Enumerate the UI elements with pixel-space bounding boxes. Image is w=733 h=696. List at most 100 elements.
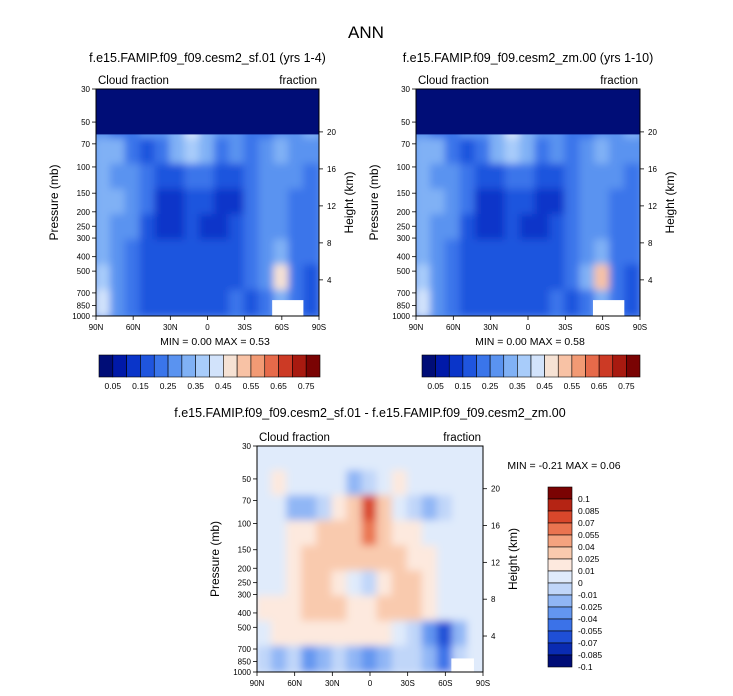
heatmap-cell: [594, 163, 612, 191]
y-tick-label: 200: [238, 564, 252, 573]
heatmap-cell: [273, 163, 291, 191]
heatmap-cell: [466, 545, 483, 573]
heatmap-cell: [474, 163, 492, 191]
colorbar-swatch: [305, 354, 321, 378]
colorbar-swatch: [544, 354, 559, 378]
heatmap-cell: [466, 595, 483, 623]
heatmap-cell: [436, 520, 454, 548]
heatmap-cell: [346, 446, 364, 473]
heatmap-cell: [199, 289, 216, 316]
heatmap-cell: [301, 545, 319, 573]
heatmap-cell: [474, 289, 492, 316]
y-right-axis-title: Height (km): [663, 171, 677, 233]
y-tick-label: 250: [77, 222, 91, 231]
y-tick-label: 850: [397, 301, 411, 310]
y-tick-label: 300: [397, 234, 411, 243]
heatmap-cell: [346, 495, 364, 523]
heatmap-cell: [199, 264, 216, 292]
heatmap-cell: [579, 138, 597, 166]
heatmap-cell: [243, 239, 261, 267]
colorbar-swatch: [547, 654, 573, 668]
right-label: fraction: [279, 75, 317, 87]
panel-sf01: f.e15.FAMIP.f09_f09.cesm2_sf.01 (yrs 1-4…: [47, 51, 356, 391]
colorbar-swatch: [153, 354, 169, 378]
panel-diff: f.e15.FAMIP.f09_f09.cesm2_sf.01 - f.e15.…: [174, 406, 620, 688]
heatmap-cell: [288, 214, 306, 242]
y-tick-label: 200: [397, 208, 411, 217]
heatmap-cell: [286, 520, 304, 548]
colorbar-label: 0.45: [536, 381, 553, 391]
heatmap-cell: [243, 138, 261, 166]
heatmap-cell: [609, 163, 627, 191]
heatmap-cell: [154, 264, 172, 292]
heatmap-cell: [331, 545, 349, 573]
x-tick-label: 30S: [238, 323, 252, 332]
heatmap-cell: [459, 188, 477, 217]
heatmap-cell: [451, 620, 469, 648]
heatmap-cell: [301, 495, 319, 523]
heatmap-cell: [184, 239, 202, 267]
y-tick-label: 150: [397, 189, 411, 198]
x-tick-label: 0: [368, 679, 373, 688]
heatmap-cell: [579, 163, 597, 191]
heatmap-cell: [288, 239, 306, 267]
heatmap-cell: [228, 289, 246, 316]
heatmap-cell: [376, 520, 394, 548]
heatmap-cell: [406, 520, 424, 548]
heatmap-cell: [124, 188, 142, 217]
heatmap-cell: [519, 188, 537, 217]
heatmap-cell: [154, 138, 172, 166]
colorbar-label: -0.04: [578, 614, 598, 624]
heatmap-cell: [124, 214, 142, 242]
heatmap-cell: [286, 620, 304, 648]
y-tick-label: 100: [238, 520, 252, 529]
heatmap-cell: [416, 264, 432, 292]
heatmap-cell: [273, 138, 291, 166]
heatmap-cell: [549, 163, 567, 191]
heatmap-cell: [273, 188, 291, 217]
heatmap-cell: [346, 520, 364, 548]
colorbar-swatch: [547, 606, 573, 620]
colorbar-swatch: [250, 354, 266, 378]
heatmap-cell: [624, 163, 640, 191]
colorbar-swatch: [264, 354, 279, 378]
colorbar-swatch: [421, 354, 436, 378]
heatmap-cell: [444, 138, 462, 166]
y-tick-label: 300: [77, 234, 91, 243]
y-tick-label: 400: [397, 253, 411, 262]
panel-title: f.e15.FAMIP.f09_f09.cesm2_zm.00 (yrs 1-1…: [403, 51, 654, 65]
heatmap-cell: [288, 188, 306, 217]
heatmap-cell: [534, 138, 552, 166]
y-tick-label: 250: [238, 579, 252, 588]
colorbar-swatch: [547, 546, 573, 560]
heatmap-cell: [303, 138, 319, 166]
heatmap-cell: [124, 289, 142, 316]
heatmap-cell: [421, 446, 439, 473]
heatmap-cell: [459, 289, 477, 316]
heatmap-cell: [301, 645, 319, 672]
colorbar-swatch: [98, 354, 114, 378]
heatmap-cell: [564, 214, 582, 242]
heatmap-cell: [376, 545, 394, 573]
masked-region: [592, 300, 625, 316]
heatmap-cell: [609, 214, 627, 242]
heatmap-cells: [257, 446, 483, 672]
heatmap-cell: [154, 163, 172, 191]
heatmap-cell: [429, 138, 447, 166]
y-tick-label: 200: [77, 208, 91, 217]
heatmap-cell: [303, 163, 319, 191]
y-tick-label: 500: [77, 267, 91, 276]
heatmap-cell: [346, 570, 364, 598]
y-tick-label: 500: [397, 267, 411, 276]
heatmap-cell: [451, 495, 469, 523]
heatmap-cell: [286, 470, 304, 498]
heatmap-cell: [169, 264, 187, 292]
x-tick-label: 60S: [275, 323, 289, 332]
colorbar-swatch: [547, 510, 573, 524]
heatmap-cell: [416, 214, 432, 242]
colorbar-label: 0.04: [578, 542, 595, 552]
colorbar-swatch: [557, 354, 573, 378]
heatmap-cell: [286, 545, 304, 573]
y-tick-label: 850: [238, 658, 252, 667]
